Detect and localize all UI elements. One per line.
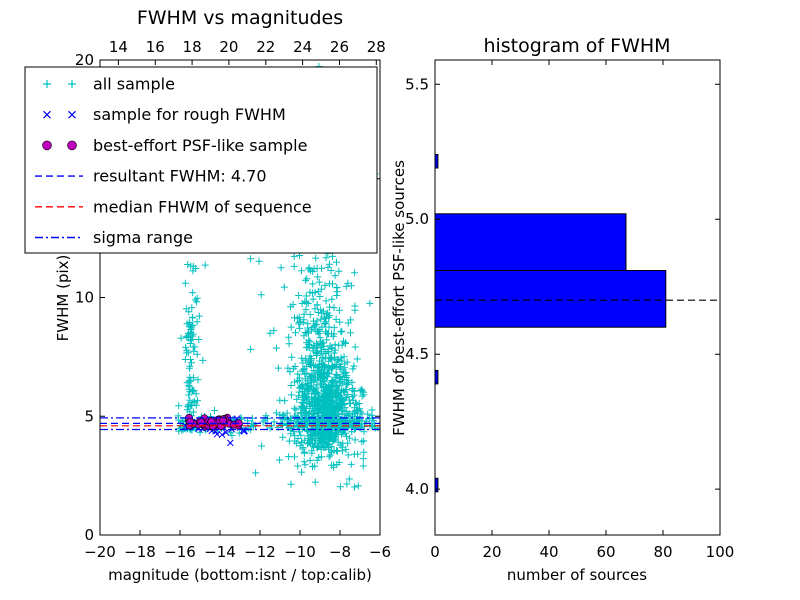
right-plot-title: histogram of FWHM — [483, 35, 670, 57]
scatter-point-circle — [207, 417, 216, 426]
histogram-bar — [435, 213, 627, 272]
x-tick-label: −12 — [244, 543, 276, 561]
legend-entry-label: best-effort PSF-like sample — [93, 136, 307, 155]
top-x-tick-label: 14 — [109, 38, 128, 56]
top-x-tick-label: 26 — [330, 38, 349, 56]
legend-entry-label: median FHWM of sequence — [93, 197, 312, 216]
histogram-bars-layer — [435, 154, 667, 493]
legend-marker-circle-icon — [42, 140, 52, 151]
top-x-tick-label: 22 — [256, 38, 275, 56]
histogram-bar — [435, 270, 667, 328]
left-plot-ylabel: FWHM (pix) — [54, 255, 72, 342]
legend-entry-label: all sample — [93, 75, 175, 94]
y-tick-label: 4.5 — [405, 345, 429, 363]
scatter-plot: −20 −18 −16 −14 −12 −10 −8 −6 14 16 18 20 22 24 26 28 0 5… — [54, 7, 391, 584]
x-tick-label: −8 — [329, 543, 351, 561]
histogram-bar — [435, 369, 439, 385]
top-x-tick-label: 20 — [219, 38, 238, 56]
x-tick-label: 20 — [482, 543, 501, 561]
x-tick-label: 80 — [653, 543, 672, 561]
right-tick-marks — [434, 60, 721, 535]
top-x-tick-label: 24 — [293, 38, 312, 56]
legend-marker-circle-icon — [67, 140, 77, 151]
legend-marker-cross-icon — [68, 110, 76, 119]
scatter-point-circle — [197, 418, 206, 427]
x-tick-label: 60 — [596, 543, 615, 561]
histogram-bar — [435, 154, 439, 169]
left-plot-title: FWHM vs magnitudes — [137, 7, 343, 29]
x-tick-label: 0 — [430, 543, 440, 561]
right-axes-ticks: 0 20 40 60 80 100 4.0 4.5 5.0 5.5 — [405, 60, 734, 561]
x-tick-label: −10 — [284, 543, 316, 561]
x-tick-label: −14 — [204, 543, 236, 561]
scatter-series-plus — [174, 63, 380, 491]
y-tick-label: 0 — [84, 526, 94, 544]
legend-frame — [24, 66, 378, 254]
reference-lines-layer — [100, 417, 380, 431]
x-tick-label: −20 — [84, 543, 116, 561]
top-x-tick-label: 28 — [367, 38, 386, 56]
right-axes-frame — [434, 59, 721, 536]
scatter-point-circle — [186, 417, 195, 426]
x-tick-label: 100 — [706, 543, 735, 561]
x-tick-label: 40 — [539, 543, 558, 561]
y-tick-label: 5.0 — [405, 210, 429, 228]
x-tick-label: −6 — [369, 543, 391, 561]
scatter-point-circle — [219, 416, 227, 425]
top-x-tick-label: 18 — [183, 38, 202, 56]
y-tick-label: 4.0 — [405, 480, 429, 498]
top-x-tick-label: 16 — [146, 38, 165, 56]
legend-marker-plus-icon — [68, 80, 76, 88]
left-axes-ticks: −20 −18 −16 −14 −12 −10 −8 −6 14 16 18 20 22 24 26 28 0 5… — [75, 38, 391, 561]
left-plot-xlabel: magnitude (bottom:isnt / top:calib) — [108, 566, 372, 584]
right-plot-ylabel: FWHM of best-effort PSF-like sources — [390, 160, 408, 436]
histogram-plot: 0 20 40 60 80 100 4.0 4.5 5.0 5.5 histogram of FW… — [390, 35, 734, 584]
legend-box: all sample sample for rough FWHM best-effo… — [24, 66, 378, 254]
legend-entry-label: sample for rough FWHM — [93, 105, 286, 124]
x-tick-label: −16 — [164, 543, 196, 561]
y-tick-label: 10 — [75, 289, 94, 307]
y-tick-label: 20 — [75, 51, 94, 69]
x-tick-label: −18 — [124, 543, 156, 561]
histogram-bar — [435, 477, 439, 493]
y-tick-label: 5 — [84, 407, 94, 425]
legend-entry-label: resultant FWHM: 4.70 — [93, 167, 267, 186]
legend-marker-cross-icon — [43, 110, 51, 119]
legend-marker-plus-icon — [43, 80, 51, 88]
legend-entry-label: sigma range — [93, 228, 193, 247]
y-tick-label: 5.5 — [405, 75, 429, 93]
right-plot-xlabel: number of sources — [507, 566, 647, 584]
